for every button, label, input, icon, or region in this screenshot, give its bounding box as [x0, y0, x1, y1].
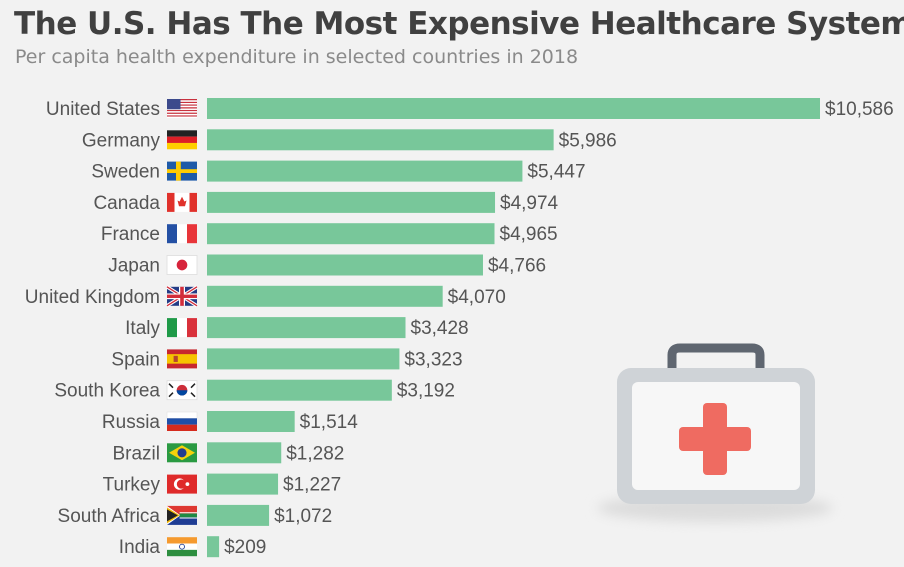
turkey-flag-icon — [167, 474, 197, 494]
bar — [207, 129, 554, 151]
south-korea-flag-icon — [166, 380, 198, 401]
india-flag-icon — [167, 537, 197, 557]
value-label: $1,282 — [286, 443, 344, 464]
category-label: Japan — [108, 256, 160, 277]
france-flag-icon — [167, 224, 197, 244]
category-label: United Kingdom — [25, 287, 160, 308]
italy-flag-icon — [167, 318, 197, 338]
category-label: Canada — [93, 193, 160, 214]
germany-flag-icon — [167, 130, 197, 150]
value-label: $4,070 — [448, 287, 506, 308]
category-label: South Africa — [58, 506, 161, 527]
category-label: Brazil — [112, 443, 160, 464]
japan-flag-icon — [166, 255, 198, 275]
bar-row: India $209 — [119, 536, 266, 558]
bar-row: Japan $4,766 — [108, 254, 546, 277]
sweden-flag-icon — [167, 161, 197, 181]
category-label: Spain — [111, 349, 160, 370]
bar-row: Russia $1,514 — [102, 411, 358, 433]
bar-row: Spain $3,323 — [111, 348, 463, 370]
bar — [207, 379, 392, 401]
category-label: France — [101, 224, 160, 245]
russia-flag-icon — [166, 411, 198, 431]
bar — [207, 442, 282, 464]
brazil-flag-icon — [167, 443, 197, 463]
bar — [207, 411, 295, 432]
canada-flag-icon — [167, 192, 197, 212]
value-label: $10,586 — [825, 99, 894, 120]
category-label: Turkey — [103, 475, 161, 496]
first-aid-kit-icon — [597, 343, 833, 522]
bar — [207, 285, 443, 307]
bar-row: South Africa $1,072 — [58, 504, 332, 527]
category-label: Russia — [102, 412, 161, 433]
us-flag-icon — [167, 99, 197, 118]
value-label: $1,514 — [300, 412, 359, 433]
category-label: India — [119, 537, 161, 558]
bar — [207, 504, 270, 526]
value-label: $209 — [224, 537, 266, 558]
category-label: Sweden — [91, 162, 160, 183]
bar — [207, 254, 483, 276]
bar — [207, 348, 400, 370]
bar-row: Sweden $5,447 — [91, 160, 586, 183]
category-label: United States — [46, 99, 160, 120]
chart-subtitle: Per capita health expenditure in selecte… — [15, 46, 579, 68]
bar — [207, 191, 496, 213]
value-label: $5,447 — [527, 162, 585, 183]
south-africa-flag-icon — [167, 505, 197, 525]
bar — [207, 536, 220, 558]
value-label: $1,227 — [283, 475, 341, 496]
bar — [207, 160, 523, 182]
value-label: $1,072 — [274, 506, 332, 527]
category-label: Germany — [82, 130, 161, 151]
value-label: $4,766 — [488, 256, 546, 277]
uk-flag-icon — [166, 285, 198, 308]
bar-row: Turkey $1,227 — [103, 473, 341, 496]
bar — [207, 473, 279, 495]
value-label: $4,974 — [500, 193, 559, 214]
bar — [207, 317, 406, 339]
category-label: South Korea — [54, 381, 160, 402]
bar-row: United States $10,586 — [46, 98, 894, 120]
value-label: $5,986 — [559, 130, 617, 151]
bar-row: France $4,965 — [101, 223, 558, 245]
chart-title: The U.S. Has The Most Expensive Healthca… — [14, 6, 904, 42]
bar — [207, 223, 495, 245]
category-label: Italy — [125, 318, 160, 339]
bar — [207, 98, 820, 119]
value-label: $3,428 — [411, 318, 469, 339]
value-label: $3,323 — [404, 349, 462, 370]
bar-row: Germany $5,986 — [82, 129, 617, 151]
bar-row: Brazil $1,282 — [112, 442, 344, 464]
bar-row: South Korea $3,192 — [54, 379, 455, 402]
value-label: $3,192 — [397, 381, 455, 402]
bar-row: Canada $4,974 — [93, 191, 559, 214]
spain-flag-icon — [167, 349, 197, 369]
bar-row: United Kingdom $4,070 — [25, 285, 506, 308]
bar-row: Italy $3,428 — [125, 317, 469, 339]
value-label: $4,965 — [500, 224, 558, 245]
